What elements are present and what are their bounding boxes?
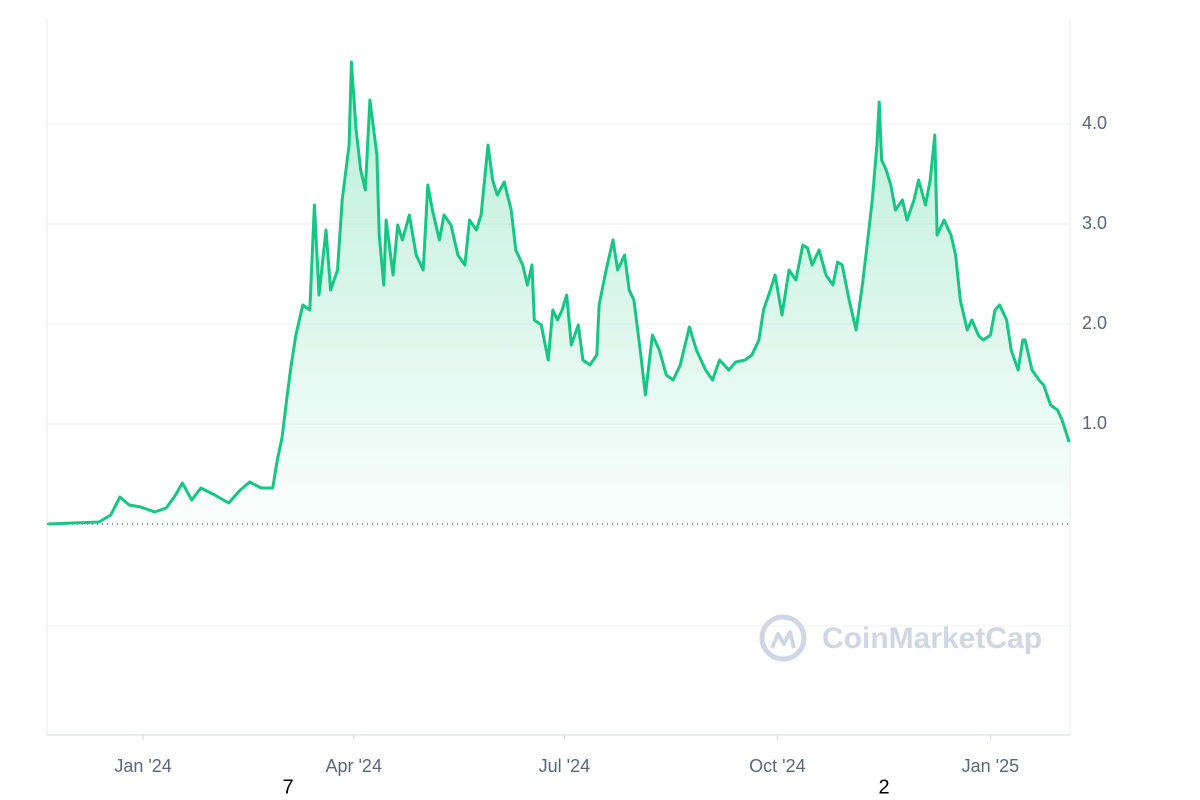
x-tick-label: Jan '24: [114, 756, 171, 776]
x-tick-label: Jan '25: [962, 756, 1019, 776]
y-tick-label: 4.0: [1082, 113, 1107, 133]
x-tick-label: Jul '24: [539, 756, 590, 776]
y-tick-label: 1.0: [1082, 413, 1107, 433]
x-tick-label: Oct '24: [749, 756, 805, 776]
y-tick-label: 2.0: [1082, 313, 1107, 333]
area: [48, 62, 1070, 524]
y-tick-label: 3.0: [1082, 213, 1107, 233]
watermark: CoinMarketCap: [822, 622, 1042, 655]
annotation: 2: [878, 776, 889, 798]
price-line: [48, 60, 1071, 526]
x-tick-label: Apr '24: [325, 756, 381, 776]
annotation: 7: [282, 776, 293, 798]
watermark-logo: [759, 614, 807, 662]
